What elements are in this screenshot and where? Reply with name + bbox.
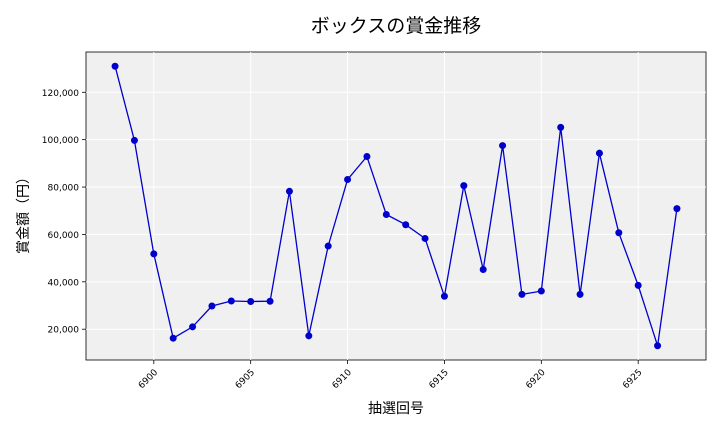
data-point — [285, 187, 293, 195]
data-point — [344, 175, 352, 183]
data-point — [402, 221, 410, 229]
data-point — [518, 290, 526, 298]
y-axis-label: 賞金額（円） — [16, 170, 32, 254]
data-point — [479, 265, 487, 273]
x-tick-label: 6905 — [234, 368, 257, 391]
x-tick-label: 6920 — [524, 368, 547, 391]
data-point — [227, 297, 235, 305]
plot-area — [85, 51, 707, 361]
data-point — [537, 287, 545, 295]
data-point — [266, 297, 274, 305]
y-tick-label: 60,000 — [48, 231, 80, 241]
data-point — [130, 136, 138, 144]
x-tick-label: 6900 — [137, 368, 160, 391]
data-point — [499, 142, 507, 150]
y-tick-label: 20,000 — [48, 326, 80, 336]
data-point — [169, 334, 177, 342]
x-tick-label: 6910 — [331, 368, 354, 391]
data-point — [576, 290, 584, 298]
data-point — [189, 323, 197, 331]
y-tick-label: 80,000 — [48, 184, 80, 194]
data-point — [111, 62, 119, 70]
data-point — [557, 123, 565, 131]
chart-title: ボックスの賞金推移 — [311, 15, 481, 37]
data-point — [382, 211, 390, 219]
data-point — [615, 229, 623, 237]
data-point — [460, 182, 468, 190]
x-tick-label: 6925 — [621, 368, 644, 391]
data-point — [654, 342, 662, 350]
data-point — [634, 281, 642, 289]
data-point — [150, 250, 158, 258]
data-point — [440, 292, 448, 300]
y-tick-label: 40,000 — [48, 278, 80, 288]
series-line — [114, 66, 678, 346]
data-point — [305, 332, 313, 340]
data-point — [421, 234, 429, 242]
data-point — [673, 205, 681, 213]
data-point — [208, 302, 216, 310]
y-tick-label: 120,000 — [42, 89, 79, 99]
y-tick-label: 100,000 — [42, 136, 79, 146]
x-axis-label: 抽選回号 — [368, 401, 424, 417]
data-point — [595, 149, 603, 157]
series-layer — [111, 62, 681, 350]
data-point — [247, 297, 255, 305]
data-point — [324, 242, 332, 250]
x-tick-label: 6915 — [428, 368, 451, 391]
data-point — [363, 152, 371, 160]
